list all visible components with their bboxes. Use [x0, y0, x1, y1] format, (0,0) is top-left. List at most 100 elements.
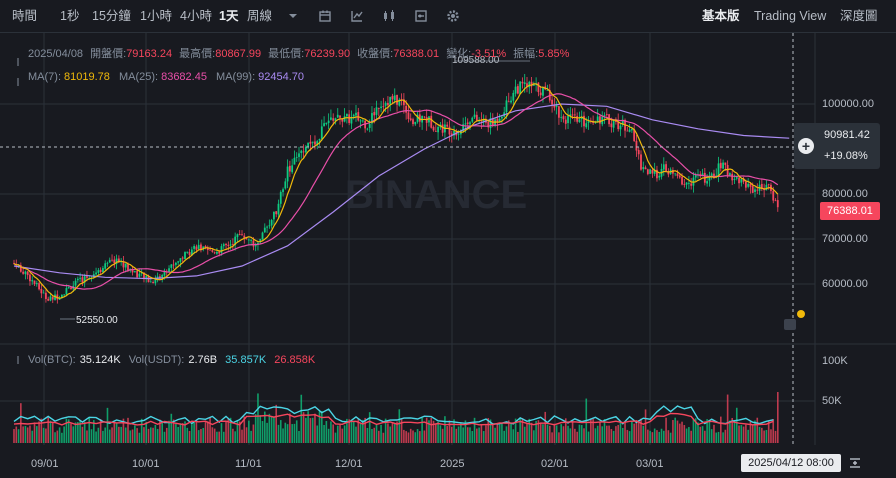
candle-body [291, 165, 294, 173]
volume-bar [480, 424, 483, 443]
volume-bar [131, 429, 134, 443]
volume-bar [751, 425, 754, 443]
volume-bar [690, 430, 692, 443]
order-icon[interactable] [784, 319, 796, 330]
volume-bar [31, 430, 34, 443]
volume-bar [26, 427, 29, 443]
candle-body [222, 244, 225, 247]
tab-time[interactable]: 時間 [12, 9, 38, 23]
calendar-icon[interactable] [318, 9, 332, 23]
candle-body [115, 258, 118, 264]
volume-bar [268, 413, 271, 443]
volume-bar [665, 417, 667, 443]
tab-1d[interactable]: 1天 [219, 9, 239, 23]
volume-bar [339, 424, 341, 443]
candle-body [102, 268, 104, 273]
volume-bar [587, 431, 590, 443]
candle-body [756, 189, 759, 191]
ma25-label: MA(25): [118, 71, 159, 83]
volume-bar [17, 429, 20, 443]
candle-body [361, 120, 364, 122]
candle-body [772, 190, 775, 201]
ma-bar: MA(7): 81019.78 MA(25): 83682.45 MA(99): 92… [28, 71, 304, 83]
volume-bar [359, 423, 362, 443]
volume-bar [742, 426, 745, 443]
volume-bar [54, 432, 56, 443]
volume-bar [777, 392, 779, 443]
volume-bar [435, 423, 437, 443]
volume-bar [250, 430, 252, 443]
tab-1s[interactable]: 1秒 [60, 9, 80, 23]
view-basic[interactable]: 基本版 [702, 9, 740, 23]
volume-bar [647, 429, 649, 443]
indicator-icon[interactable] [350, 9, 364, 23]
tab-4h[interactable]: 4小時 [180, 9, 212, 23]
candle-body [60, 294, 63, 298]
candle-body [231, 244, 234, 245]
candle-body [336, 114, 339, 118]
candle-body [409, 118, 412, 121]
candle-body [713, 173, 715, 178]
volume-bar [533, 430, 535, 443]
candle-body [259, 238, 262, 243]
candle-body [58, 298, 61, 300]
volume-bar [720, 416, 722, 443]
candle-body [341, 118, 344, 122]
volume-bar [104, 427, 106, 443]
chevron-down-icon[interactable] [286, 9, 300, 23]
candle-body [398, 99, 401, 106]
price-chart[interactable]: BINANCE 109588.00 52550.00 [0, 33, 896, 445]
candle-body [179, 258, 182, 262]
candle-body [619, 125, 622, 130]
volume-bar [270, 416, 273, 443]
add-alert-icon[interactable]: + [798, 138, 814, 154]
candle-body [288, 165, 291, 172]
candle-body [754, 189, 756, 192]
volume-bar [275, 404, 277, 443]
candle-body [396, 94, 398, 105]
candle-body [211, 250, 214, 252]
volume-bar [220, 423, 223, 443]
tab-1h[interactable]: 1小時 [140, 9, 172, 23]
volume-bar [172, 419, 175, 443]
candle-body [330, 117, 332, 120]
candle-body [193, 245, 196, 249]
volume-bar [772, 419, 775, 443]
candle-body [302, 151, 305, 153]
candle-body [108, 259, 111, 263]
candle-body [220, 246, 223, 253]
volume-bar [93, 420, 95, 443]
volume-bar [592, 419, 594, 443]
gear-icon[interactable] [446, 9, 460, 23]
candle-body [234, 236, 237, 245]
candle-body [546, 90, 549, 91]
volume-bar [667, 430, 670, 443]
view-depth[interactable]: 深度圖 [840, 9, 878, 23]
view-tradingview[interactable]: Trading View [754, 9, 827, 23]
candle-body [774, 200, 777, 202]
volume-bar [181, 423, 184, 443]
candle-body [738, 177, 740, 184]
tab-1w[interactable]: 周線 [247, 9, 273, 23]
volume-bar [140, 418, 143, 443]
candle-body [505, 100, 508, 113]
candle-body [583, 115, 585, 127]
candle-body [325, 122, 328, 125]
volume-bar [120, 426, 122, 443]
candle-body [364, 120, 367, 129]
candle-body [311, 141, 314, 143]
volume-bar [165, 427, 168, 443]
candle-body [147, 276, 150, 283]
volume-bar [542, 424, 544, 443]
candle-body [154, 279, 157, 284]
fit-axis-icon[interactable] [848, 456, 862, 470]
volume-bar [528, 418, 531, 443]
tab-15m[interactable]: 15分鐘 [92, 9, 131, 23]
candle-body [266, 226, 268, 228]
candle-body [355, 112, 357, 116]
settings-sliders-icon[interactable] [414, 9, 428, 23]
close-label: 收盤價: [357, 48, 394, 60]
candle-type-icon[interactable] [382, 9, 396, 23]
volume-bar [213, 428, 216, 443]
volume-bar [102, 430, 104, 443]
